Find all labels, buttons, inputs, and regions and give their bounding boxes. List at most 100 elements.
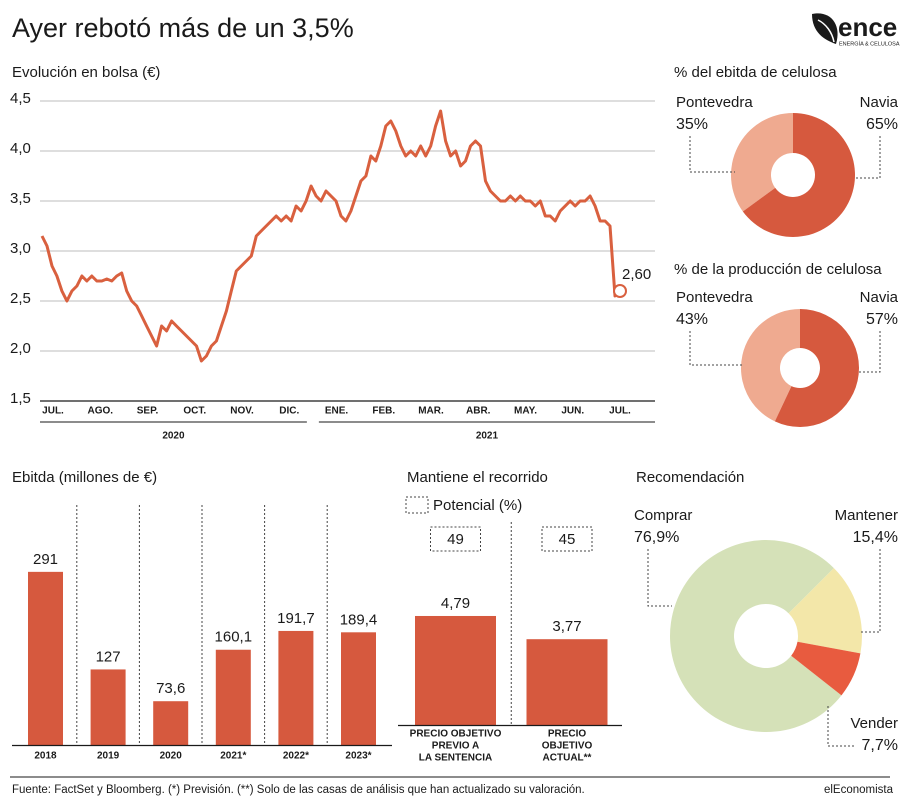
potential-value: 45 [559,531,576,548]
last-point [613,284,627,298]
bar [278,630,314,745]
logo-vein [817,19,835,43]
x-tick-label: PRECIO [548,729,587,740]
x-tick-label: PRECIO OBJETIVO [410,729,502,740]
x-tick-label: NOV. [230,406,254,417]
donut-slice [730,113,793,212]
slice-name: Navia [860,94,899,111]
bar [215,649,251,745]
potential-value: 49 [447,531,464,548]
bar-value-label: 291 [33,551,58,568]
donut-slice [669,540,842,732]
slice-value-label: 76,9% [634,529,679,546]
leader-line [855,136,881,179]
chart-title: Ebitda (millones de €) [12,469,157,486]
slice-value-label: 57% [866,311,898,328]
chart-title: Evolución en bolsa (€) [12,64,160,81]
x-tick-label: ACTUAL** [543,753,592,764]
bar-value-label: 3,77 [552,618,581,635]
x-tick-label: PREVIO A [432,741,479,752]
x-tick-label: SEP. [137,406,159,417]
donut-slice [791,641,861,696]
slice-name: Pontevedra [676,289,753,306]
x-tick-label: OCT. [183,406,206,417]
slice-value-label: 65% [866,116,898,133]
y-tick-label: 1,5 [10,390,31,407]
x-tick-label: OBJETIVO [542,741,593,752]
leader-line [860,549,881,633]
slice-name: Mantener [835,507,898,524]
leader-line [827,706,855,747]
bar-value-label: 127 [96,648,121,665]
bar [341,632,376,745]
donut-slice [774,309,859,427]
donut-slice [740,309,800,422]
bar-value-label: 189,4 [340,611,378,628]
bar [28,571,63,745]
logo-text: ence [838,12,897,42]
y-tick-label: 3,5 [10,190,31,207]
x-tick-label: LA SENTENCIA [419,753,493,764]
y-tick-label: 4,0 [10,140,31,157]
donut-slice [742,113,855,238]
x-tick-label: ABR. [466,406,491,417]
y-tick-label: 2,0 [10,340,31,357]
chart-title: Recomendación [636,469,744,486]
chart-title: Mantiene el recorrido [407,469,548,486]
x-tick-label: 2023* [345,751,371,762]
bar-value-label: 73,6 [156,680,185,697]
y-tick-label: 3,0 [10,240,31,257]
potential-box [430,526,481,552]
x-tick-label: 2020 [160,751,183,762]
x-tick-label: ENE. [325,406,349,417]
bar [153,701,189,745]
bar-value-label: 191,7 [277,610,315,627]
bar-value-label: 160,1 [215,629,253,646]
slice-value-label: 15,4% [853,529,898,546]
slice-value-label: 35% [676,116,708,133]
slice-value-label: 7,7% [862,737,898,754]
slice-name: Pontevedra [676,94,753,111]
year-label: 2020 [162,431,185,442]
x-tick-label: JUL. [609,406,631,417]
slice-value-label: 43% [676,311,708,328]
x-tick-label: 2019 [97,751,120,762]
potential-box [541,526,593,552]
x-tick-label: AGO. [87,406,113,417]
x-tick-label: JUL. [42,406,64,417]
x-tick-label: MAR. [418,406,444,417]
page-title: Ayer rebotó más de un 3,5% [12,13,354,43]
bar [415,615,496,725]
x-tick-label: 2022* [283,751,309,762]
logo-tagline: ENERGÍA & CELULOSA [839,40,900,47]
x-tick-label: FEB. [372,406,395,417]
slice-name: Navia [860,289,899,306]
x-tick-label: 2021* [220,751,246,762]
x-tick-label: DIC. [279,406,299,417]
footer-brand: elEconomista [824,784,894,796]
slice-name: Vender [850,715,898,732]
leader-line [647,549,672,607]
chart-title: % del ebitda de celulosa [674,64,837,81]
legend-swatch [405,496,429,514]
leader-line [858,331,881,373]
y-tick-label: 2,5 [10,290,31,307]
bar [90,669,126,745]
bar [526,639,608,725]
legend-label: Potencial (%) [433,497,522,514]
x-tick-label: MAY. [514,406,537,417]
chart-title: % de la producción de celulosa [674,261,882,278]
leader-line [689,331,742,366]
slice-name: Comprar [634,507,692,524]
year-label: 2021 [476,431,499,442]
footer-source: Fuente: FactSet y Bloomberg. (*) Previsi… [12,784,585,796]
x-tick-label: 2018 [34,751,57,762]
price-line [40,109,622,363]
leader-line [689,136,735,173]
x-tick-label: JUN. [561,406,584,417]
donut-slice [788,568,862,654]
y-tick-label: 4,5 [10,90,31,107]
bar-value-label: 4,79 [441,595,470,612]
last-value-label: 2,60 [622,266,651,283]
